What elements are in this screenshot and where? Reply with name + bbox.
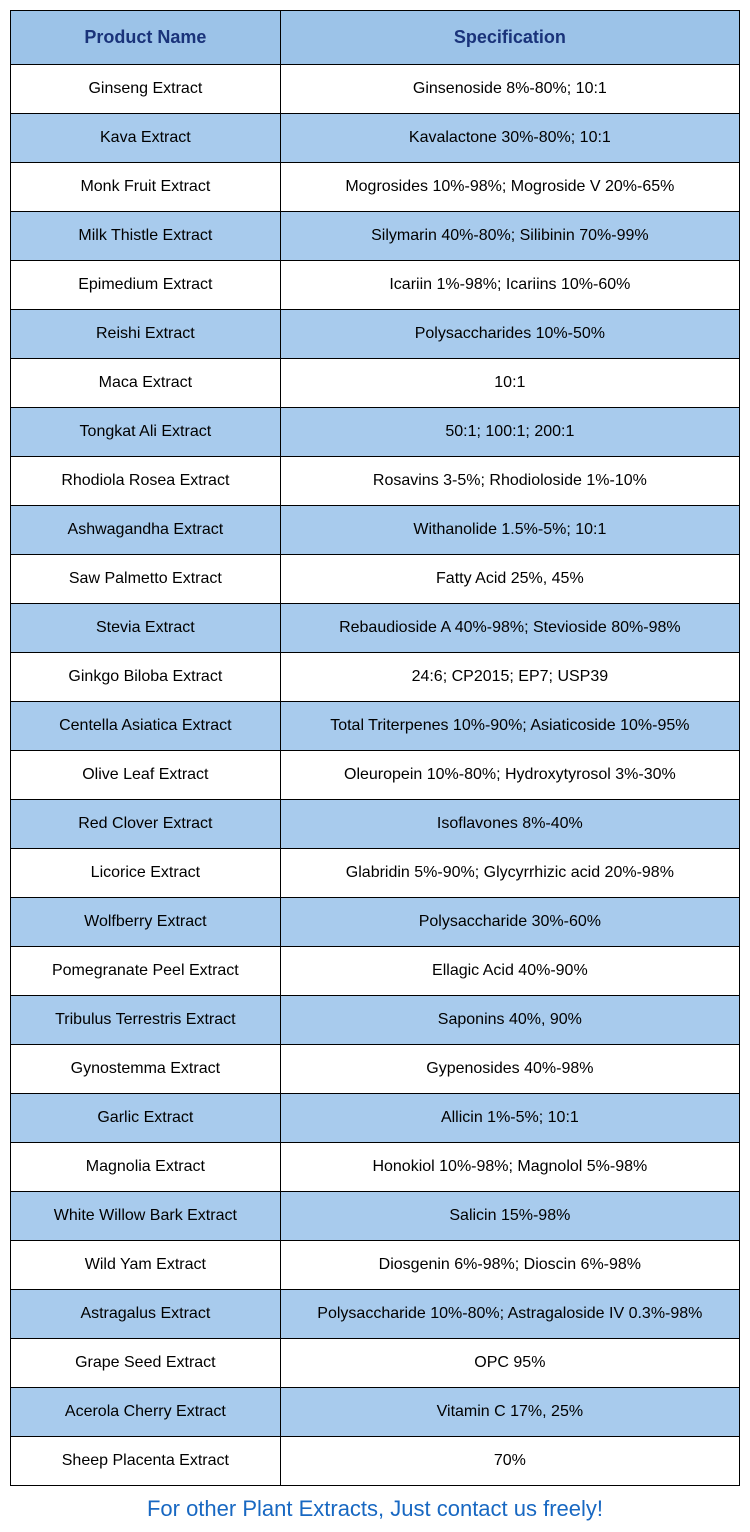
cell-specification: Saponins 40%, 90%	[280, 996, 739, 1045]
cell-product-name: Gynostemma Extract	[11, 1045, 281, 1094]
cell-product-name: Garlic Extract	[11, 1094, 281, 1143]
cell-product-name: Centella Asiatica Extract	[11, 702, 281, 751]
table-row: Kava ExtractKavalactone 30%-80%; 10:1	[11, 114, 740, 163]
table-row: Centella Asiatica ExtractTotal Triterpen…	[11, 702, 740, 751]
cell-product-name: Ginkgo Biloba Extract	[11, 653, 281, 702]
table-row: Astragalus ExtractPolysaccharide 10%-80%…	[11, 1290, 740, 1339]
table-row: Magnolia ExtractHonokiol 10%-98%; Magnol…	[11, 1143, 740, 1192]
cell-product-name: Grape Seed Extract	[11, 1339, 281, 1388]
cell-product-name: Monk Fruit Extract	[11, 163, 281, 212]
cell-specification: Rebaudioside A 40%-98%; Stevioside 80%-9…	[280, 604, 739, 653]
cell-product-name: Olive Leaf Extract	[11, 751, 281, 800]
table-row: Tongkat Ali Extract50:1; 100:1; 200:1	[11, 408, 740, 457]
footer-note: For other Plant Extracts, Just contact u…	[10, 1496, 740, 1522]
col-header-specification: Specification	[280, 11, 739, 65]
cell-specification: Ginsenoside 8%-80%; 10:1	[280, 65, 739, 114]
cell-product-name: Saw Palmetto Extract	[11, 555, 281, 604]
cell-specification: Silymarin 40%-80%; Silibinin 70%-99%	[280, 212, 739, 261]
cell-product-name: Reishi Extract	[11, 310, 281, 359]
cell-specification: Honokiol 10%-98%; Magnolol 5%-98%	[280, 1143, 739, 1192]
table-row: Epimedium ExtractIcariin 1%-98%; Icariin…	[11, 261, 740, 310]
table-row: Olive Leaf ExtractOleuropein 10%-80%; Hy…	[11, 751, 740, 800]
table-row: Wolfberry ExtractPolysaccharide 30%-60%	[11, 898, 740, 947]
cell-product-name: Wild Yam Extract	[11, 1241, 281, 1290]
table-row: Maca Extract10:1	[11, 359, 740, 408]
extracts-table: Product Name Specification Ginseng Extra…	[10, 10, 740, 1486]
table-header-row: Product Name Specification	[11, 11, 740, 65]
table-row: Reishi ExtractPolysaccharides 10%-50%	[11, 310, 740, 359]
table-row: Wild Yam ExtractDiosgenin 6%-98%; Diosci…	[11, 1241, 740, 1290]
cell-product-name: Stevia Extract	[11, 604, 281, 653]
cell-specification: Isoflavones 8%-40%	[280, 800, 739, 849]
table-row: Pomegranate Peel ExtractEllagic Acid 40%…	[11, 947, 740, 996]
cell-product-name: Tribulus Terrestris Extract	[11, 996, 281, 1045]
table-row: Saw Palmetto ExtractFatty Acid 25%, 45%	[11, 555, 740, 604]
cell-product-name: Kava Extract	[11, 114, 281, 163]
cell-specification: Diosgenin 6%-98%; Dioscin 6%-98%	[280, 1241, 739, 1290]
cell-specification: Polysaccharides 10%-50%	[280, 310, 739, 359]
cell-specification: Oleuropein 10%-80%; Hydroxytyrosol 3%-30…	[280, 751, 739, 800]
cell-product-name: Ginseng Extract	[11, 65, 281, 114]
cell-product-name: Astragalus Extract	[11, 1290, 281, 1339]
table-body: Ginseng ExtractGinsenoside 8%-80%; 10:1K…	[11, 65, 740, 1486]
cell-product-name: Sheep Placenta Extract	[11, 1437, 281, 1486]
cell-specification: 24:6; CP2015; EP7; USP39	[280, 653, 739, 702]
table-row: Stevia ExtractRebaudioside A 40%-98%; St…	[11, 604, 740, 653]
cell-product-name: Ashwagandha Extract	[11, 506, 281, 555]
cell-product-name: White Willow Bark Extract	[11, 1192, 281, 1241]
cell-specification: Glabridin 5%-90%; Glycyrrhizic acid 20%-…	[280, 849, 739, 898]
cell-product-name: Maca Extract	[11, 359, 281, 408]
cell-specification: 70%	[280, 1437, 739, 1486]
cell-specification: Polysaccharide 30%-60%	[280, 898, 739, 947]
cell-product-name: Acerola Cherry Extract	[11, 1388, 281, 1437]
table-row: Rhodiola Rosea ExtractRosavins 3-5%; Rho…	[11, 457, 740, 506]
cell-specification: Rosavins 3-5%; Rhodioloside 1%-10%	[280, 457, 739, 506]
table-row: Tribulus Terrestris ExtractSaponins 40%,…	[11, 996, 740, 1045]
cell-specification: Fatty Acid 25%, 45%	[280, 555, 739, 604]
table-row: Gynostemma ExtractGypenosides 40%-98%	[11, 1045, 740, 1094]
table-row: Ginkgo Biloba Extract24:6; CP2015; EP7; …	[11, 653, 740, 702]
cell-specification: Gypenosides 40%-98%	[280, 1045, 739, 1094]
cell-specification: Withanolide 1.5%-5%; 10:1	[280, 506, 739, 555]
table-row: White Willow Bark ExtractSalicin 15%-98%	[11, 1192, 740, 1241]
cell-product-name: Epimedium Extract	[11, 261, 281, 310]
cell-product-name: Licorice Extract	[11, 849, 281, 898]
cell-product-name: Magnolia Extract	[11, 1143, 281, 1192]
cell-specification: 50:1; 100:1; 200:1	[280, 408, 739, 457]
cell-product-name: Wolfberry Extract	[11, 898, 281, 947]
cell-specification: Ellagic Acid 40%-90%	[280, 947, 739, 996]
cell-specification: Salicin 15%-98%	[280, 1192, 739, 1241]
table-row: Ginseng ExtractGinsenoside 8%-80%; 10:1	[11, 65, 740, 114]
cell-specification: Kavalactone 30%-80%; 10:1	[280, 114, 739, 163]
table-row: Acerola Cherry ExtractVitamin C 17%, 25%	[11, 1388, 740, 1437]
cell-specification: 10:1	[280, 359, 739, 408]
cell-specification: Icariin 1%-98%; Icariins 10%-60%	[280, 261, 739, 310]
cell-specification: OPC 95%	[280, 1339, 739, 1388]
cell-specification: Vitamin C 17%, 25%	[280, 1388, 739, 1437]
cell-product-name: Red Clover Extract	[11, 800, 281, 849]
table-row: Ashwagandha ExtractWithanolide 1.5%-5%; …	[11, 506, 740, 555]
col-header-product-name: Product Name	[11, 11, 281, 65]
cell-product-name: Tongkat Ali Extract	[11, 408, 281, 457]
table-row: Monk Fruit ExtractMogrosides 10%-98%; Mo…	[11, 163, 740, 212]
cell-product-name: Milk Thistle Extract	[11, 212, 281, 261]
cell-product-name: Pomegranate Peel Extract	[11, 947, 281, 996]
table-row: Sheep Placenta Extract70%	[11, 1437, 740, 1486]
cell-specification: Allicin 1%-5%; 10:1	[280, 1094, 739, 1143]
table-row: Red Clover ExtractIsoflavones 8%-40%	[11, 800, 740, 849]
table-row: Milk Thistle ExtractSilymarin 40%-80%; S…	[11, 212, 740, 261]
table-row: Grape Seed ExtractOPC 95%	[11, 1339, 740, 1388]
cell-specification: Polysaccharide 10%-80%; Astragaloside IV…	[280, 1290, 739, 1339]
cell-product-name: Rhodiola Rosea Extract	[11, 457, 281, 506]
table-row: Licorice ExtractGlabridin 5%-90%; Glycyr…	[11, 849, 740, 898]
table-row: Garlic ExtractAllicin 1%-5%; 10:1	[11, 1094, 740, 1143]
cell-specification: Mogrosides 10%-98%; Mogroside V 20%-65%	[280, 163, 739, 212]
cell-specification: Total Triterpenes 10%-90%; Asiaticoside …	[280, 702, 739, 751]
